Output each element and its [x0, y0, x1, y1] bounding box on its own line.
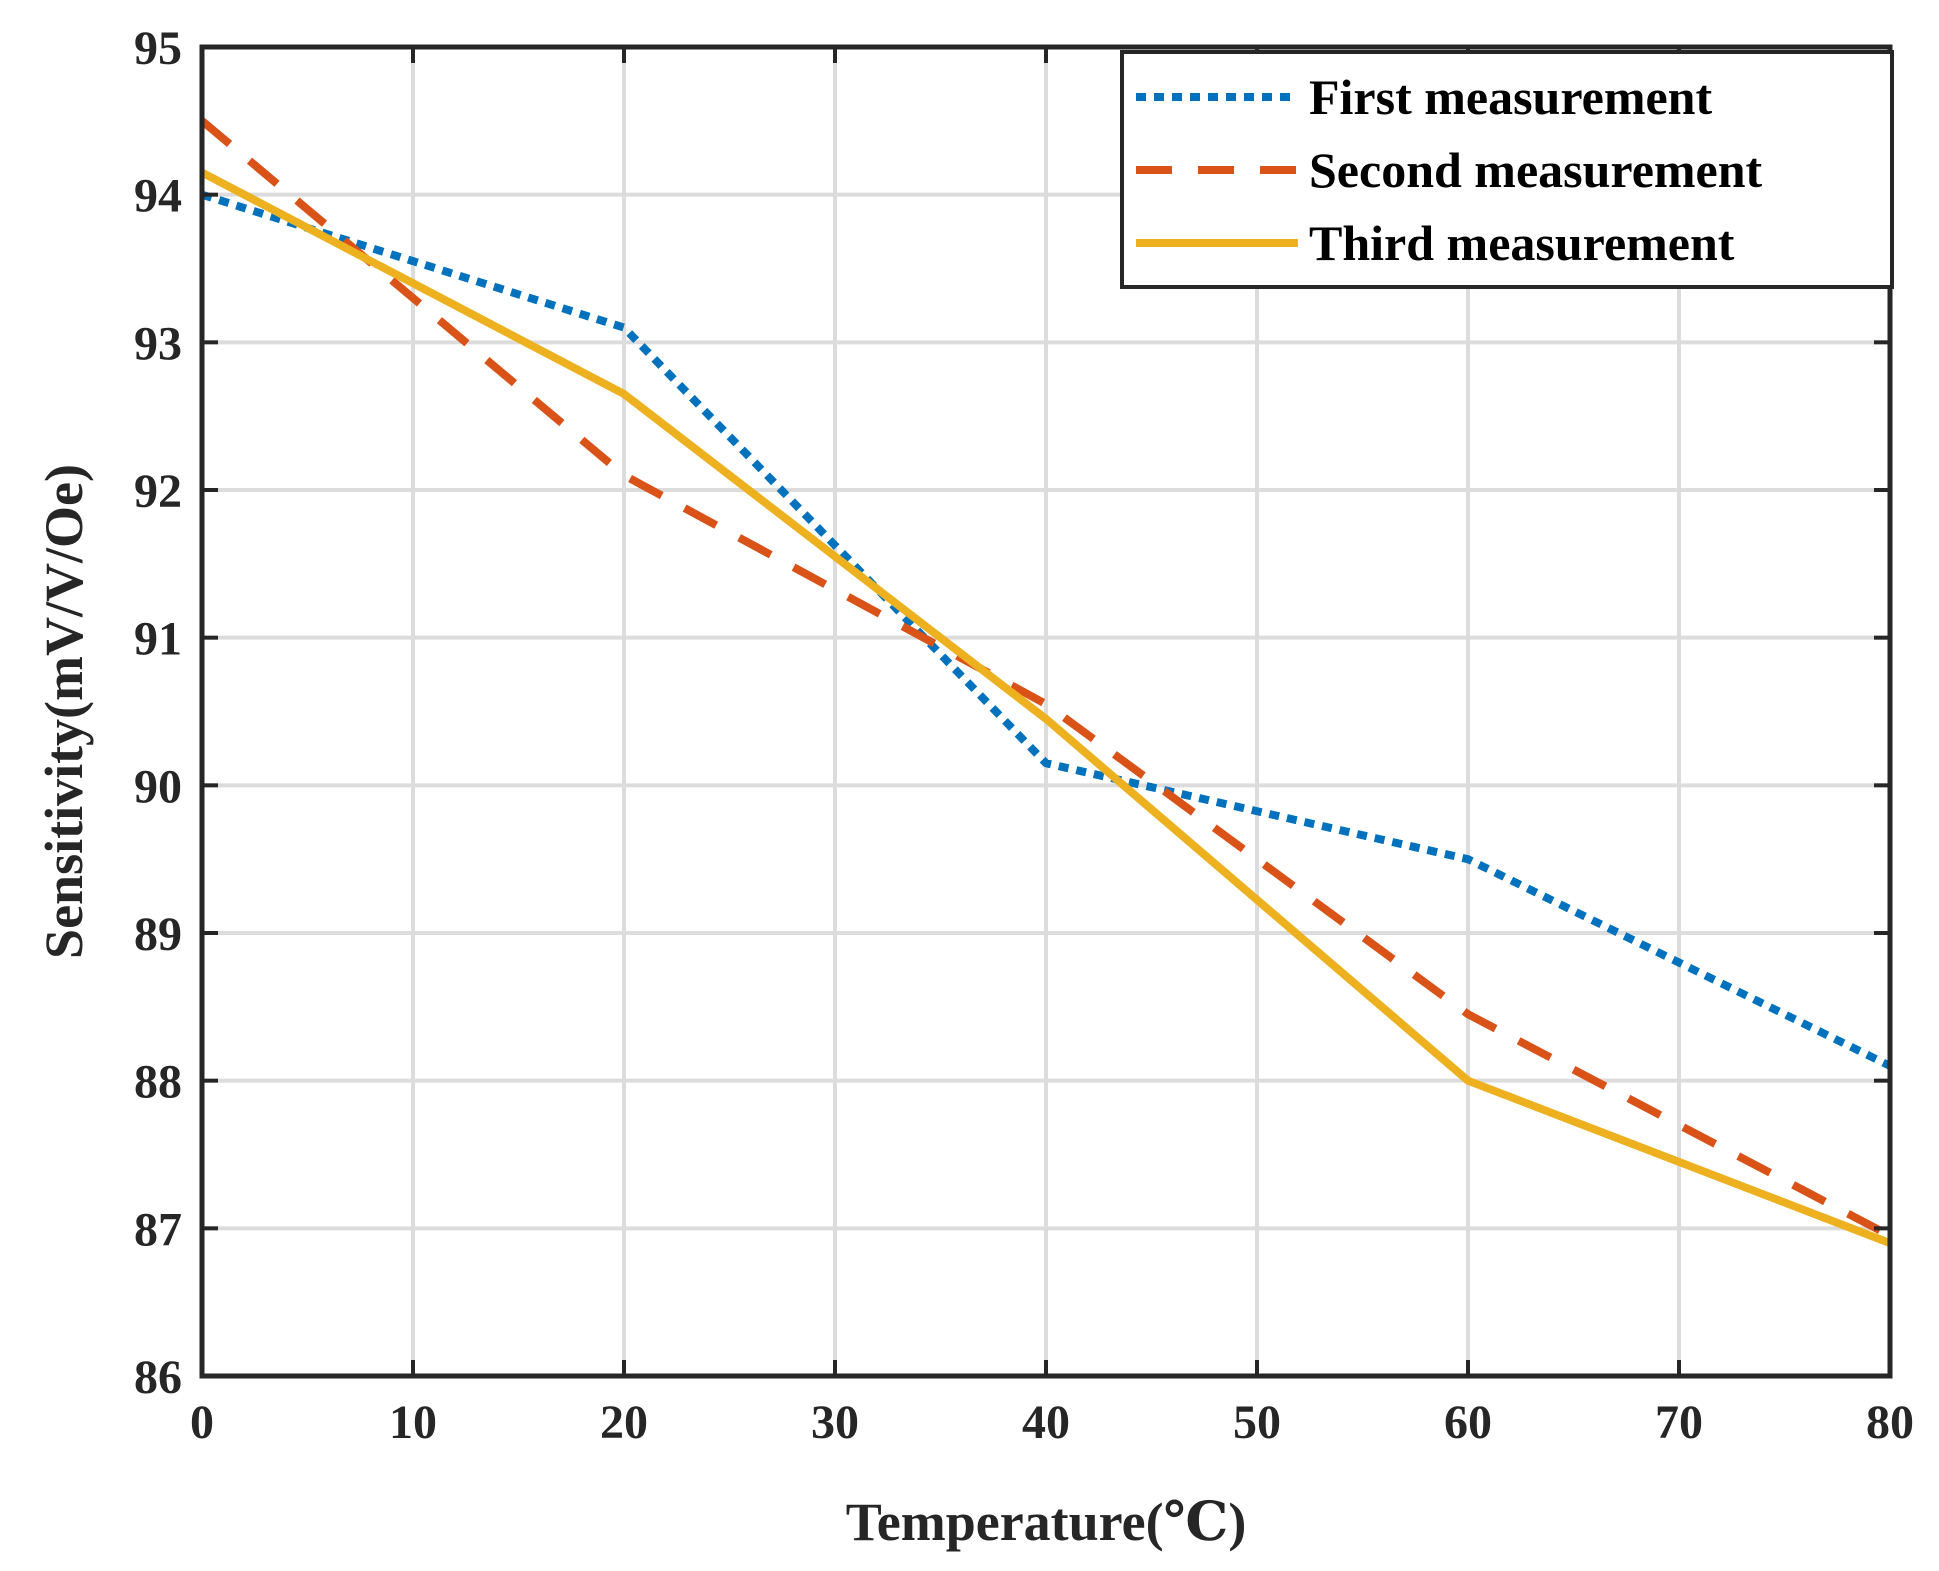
- x-axis-title: Temperature(℃): [846, 1492, 1247, 1552]
- y-tick-label: 88: [134, 1056, 182, 1109]
- x-tick-label: 20: [600, 1396, 648, 1449]
- legend-label-3: Third measurement: [1309, 215, 1735, 271]
- legend-label-2: Second measurement: [1309, 142, 1763, 198]
- y-tick-label: 93: [134, 317, 182, 370]
- series-line-1: [200, 190, 1892, 1070]
- y-tick-label: 90: [134, 760, 182, 813]
- y-axis-title: Sensitivity(mV/V/Oe): [34, 464, 94, 959]
- y-tick-label: 95: [134, 22, 182, 75]
- y-tick-label: 91: [134, 613, 182, 666]
- legend: First measurement Second measurement Third…: [1120, 50, 1894, 289]
- series-line-3: [200, 168, 1892, 1247]
- axis-tick-labels: 0 10 20 30 40 50 60 70 80 86 87 88 89 90 91 92 93 94 95: [134, 22, 1914, 1449]
- y-tick-label: 92: [134, 465, 182, 518]
- x-tick-label: 40: [1022, 1396, 1070, 1449]
- legend-box: [1120, 50, 1894, 289]
- x-tick-label: 50: [1233, 1396, 1281, 1449]
- y-tick-label: 86: [134, 1351, 182, 1404]
- x-tick-label: 10: [389, 1396, 437, 1449]
- x-tick-label: 60: [1444, 1396, 1492, 1449]
- legend-label-1: First measurement: [1309, 69, 1712, 125]
- x-tick-label: 80: [1866, 1396, 1914, 1449]
- y-tick-label: 87: [134, 1203, 182, 1256]
- y-tick-label: 94: [134, 170, 182, 223]
- series-lines: [199, 117, 1892, 1247]
- x-tick-label: 30: [811, 1396, 859, 1449]
- y-tick-label: 89: [134, 908, 182, 961]
- x-tick-label: 0: [190, 1396, 214, 1449]
- x-tick-label: 70: [1655, 1396, 1703, 1449]
